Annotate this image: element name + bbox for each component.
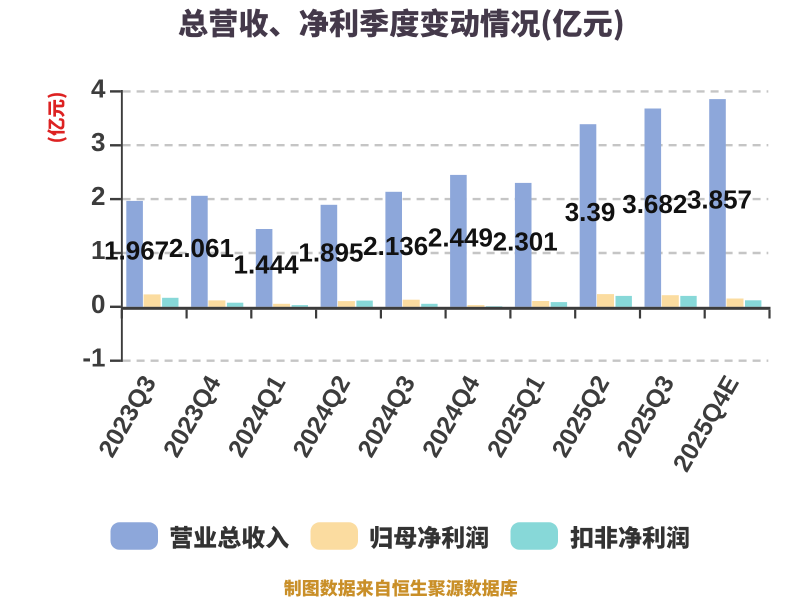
svg-text:2023Q3: 2023Q3: [93, 371, 162, 462]
svg-text:2.136: 2.136: [363, 231, 428, 261]
svg-text:3: 3: [91, 127, 105, 157]
svg-text:2025Q4E: 2025Q4E: [668, 371, 745, 476]
svg-text:-1: -1: [82, 343, 105, 373]
svg-text:3.857: 3.857: [687, 185, 752, 215]
svg-text:2.061: 2.061: [169, 233, 234, 263]
svg-text:1.967: 1.967: [104, 235, 169, 265]
svg-text:2025Q3: 2025Q3: [611, 371, 680, 462]
svg-text:4: 4: [91, 73, 106, 103]
svg-text:1: 1: [91, 235, 105, 265]
svg-text:1.895: 1.895: [298, 237, 363, 267]
svg-text:2025Q1: 2025Q1: [482, 371, 551, 462]
svg-text:2024Q1: 2024Q1: [223, 371, 292, 462]
svg-text:0: 0: [91, 289, 105, 319]
svg-text:2.449: 2.449: [428, 222, 493, 252]
svg-text:3.39: 3.39: [565, 197, 616, 227]
svg-text:2023Q4: 2023Q4: [158, 371, 227, 462]
svg-text:2: 2: [91, 181, 105, 211]
svg-text:1.444: 1.444: [234, 249, 300, 279]
svg-text:2024Q3: 2024Q3: [352, 371, 421, 462]
svg-text:2.301: 2.301: [493, 226, 558, 256]
svg-text:2024Q2: 2024Q2: [287, 371, 356, 462]
svg-text:2024Q4: 2024Q4: [417, 371, 486, 462]
svg-text:2025Q2: 2025Q2: [547, 371, 616, 462]
svg-text:3.682: 3.682: [622, 189, 687, 219]
